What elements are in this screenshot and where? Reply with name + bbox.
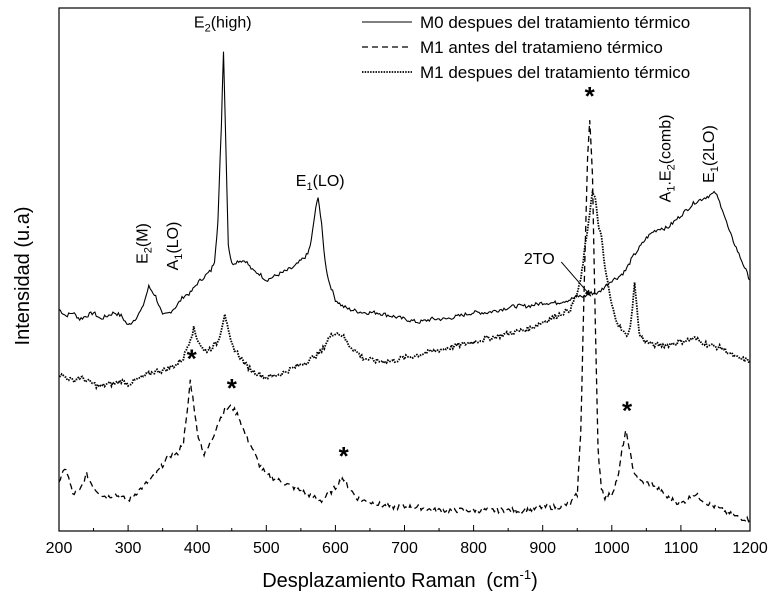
- x-tick-label: 500: [253, 540, 280, 557]
- series-line-dashed: [58, 120, 751, 523]
- peak-label: 2TO: [524, 251, 555, 268]
- x-axis-title: Desplazamiento Raman (cm-1): [262, 567, 538, 592]
- legend-entry-label: M0 despues del tratamiento térmico: [420, 13, 690, 32]
- x-tick-label: 1200: [732, 540, 768, 557]
- x-tick-label: 200: [46, 540, 73, 557]
- peak-label: E2(high): [194, 14, 252, 34]
- x-tick-label: 400: [184, 540, 211, 557]
- x-tick-label: 700: [391, 540, 418, 557]
- legend-entry-label: M1 despues del tratamiento térmico: [420, 63, 690, 82]
- y-axis-title: Intensidad (u.a): [12, 207, 34, 346]
- legend-entry-label: M1 antes del tratamieno térmico: [420, 38, 663, 57]
- peak-star-marker: *: [622, 396, 633, 426]
- peak-star-marker: *: [187, 344, 198, 374]
- series-line-solid: [58, 51, 751, 326]
- annotation-arrow: [560, 261, 592, 297]
- x-tick-label: 300: [115, 540, 142, 557]
- arrowhead-icon: [584, 289, 592, 297]
- x-tick-label: 900: [529, 540, 556, 557]
- peak-label: E2(M): [134, 223, 154, 264]
- peak-label: E1(2LO): [701, 125, 721, 183]
- plot-frame: [58, 7, 751, 532]
- x-tick-label: 1100: [664, 540, 699, 557]
- x-axis-title-main: Desplazamiento Raman: [262, 570, 475, 592]
- peak-label: E1(LO): [296, 173, 345, 193]
- peak-star-marker: *: [585, 81, 596, 111]
- x-tick-label: 800: [460, 540, 487, 557]
- x-tick-label: 1000: [594, 540, 630, 557]
- series-layer: [58, 51, 751, 523]
- peak-star-marker: *: [339, 441, 350, 471]
- x-axis-title-unit: (cm: [486, 570, 519, 592]
- x-axis-title-close: ): [531, 570, 538, 592]
- series-line-dotted: [58, 188, 751, 391]
- peak-star-marker: *: [227, 373, 238, 403]
- peak-label: A1(LO): [165, 222, 185, 271]
- peak-annotations: E2(high) E2(M) A1(LO) E1(LO) A1.E2(comb) E1(2…: [134, 14, 721, 471]
- peak-label: A1.E2(comb): [658, 115, 678, 203]
- x-axis-title-exponent: -1: [520, 567, 532, 582]
- x-tick-label: 600: [322, 540, 349, 557]
- legend: M0 despues del tratamiento térmico M1 ant…: [362, 13, 690, 82]
- x-axis-ticks: 200 300 400 500 600 700 800 900 1000 1100 1200: [46, 525, 768, 557]
